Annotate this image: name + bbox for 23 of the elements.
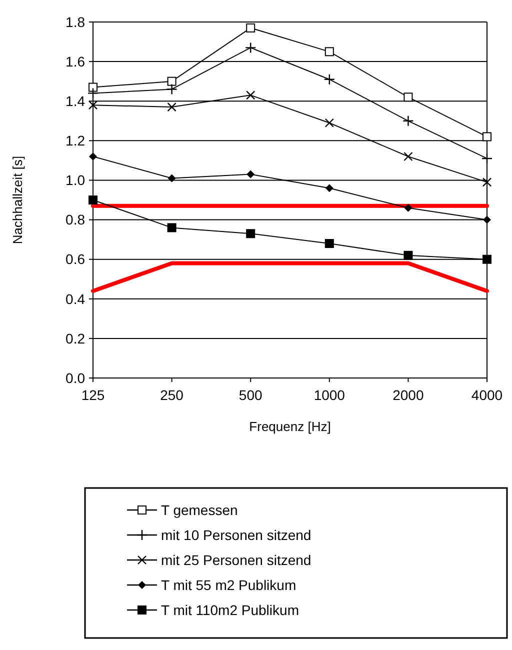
y-tick-label: 1.6 xyxy=(66,53,86,70)
x-axis-title: Frequenz [Hz] xyxy=(249,419,331,434)
x-tick-label: 1000 xyxy=(314,387,346,403)
x-tick-label: 500 xyxy=(238,387,262,403)
y-tick-label: 0.6 xyxy=(66,251,86,268)
y-tick-label: 1.2 xyxy=(66,132,86,149)
legend-label: T gemessen xyxy=(161,502,238,518)
y-axis-title: Nachhallzeit [s] xyxy=(10,156,25,244)
y-tick-label: 0.8 xyxy=(66,212,86,228)
x-tick-label: 2000 xyxy=(392,387,424,403)
y-tick-label: 1.4 xyxy=(66,93,86,110)
legend-label: mit 25 Personen sitzend xyxy=(161,552,312,568)
legend-label: T mit 55 m2 Publikum xyxy=(161,576,296,593)
legend-label: T mit 110m2 Publikum xyxy=(161,602,299,618)
y-tick-label: 0.2 xyxy=(66,330,86,346)
x-tick-label: 250 xyxy=(160,387,184,403)
y-tick-label: 0.4 xyxy=(66,290,86,307)
y-tick-label: 1.0 xyxy=(66,172,86,188)
x-tick-label: 4000 xyxy=(471,387,503,403)
y-tick-label: 1.8 xyxy=(66,14,86,30)
legend-label: mit 10 Personen sitzend xyxy=(161,526,312,543)
x-tick-label: 125 xyxy=(81,387,105,403)
y-tick-label: 0.0 xyxy=(66,370,86,386)
